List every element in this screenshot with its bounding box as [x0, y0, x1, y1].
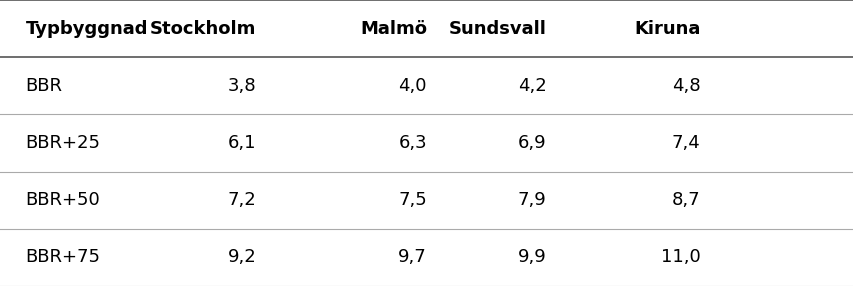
Text: 4,2: 4,2: [517, 77, 546, 95]
Text: BBR+25: BBR+25: [26, 134, 101, 152]
Text: 7,2: 7,2: [227, 191, 256, 209]
Text: 9,7: 9,7: [397, 249, 426, 266]
Text: 11,0: 11,0: [659, 249, 699, 266]
Text: 4,0: 4,0: [398, 77, 426, 95]
Text: Malmö: Malmö: [360, 20, 426, 37]
Text: BBR+75: BBR+75: [26, 249, 101, 266]
Text: 7,5: 7,5: [397, 191, 426, 209]
Text: BBR: BBR: [26, 77, 62, 95]
Text: 4,8: 4,8: [670, 77, 699, 95]
Text: Stockholm: Stockholm: [149, 20, 256, 37]
Text: 8,7: 8,7: [670, 191, 699, 209]
Text: Kiruna: Kiruna: [633, 20, 699, 37]
Text: 6,1: 6,1: [228, 134, 256, 152]
Text: 6,3: 6,3: [397, 134, 426, 152]
Text: BBR+50: BBR+50: [26, 191, 101, 209]
Text: 6,9: 6,9: [517, 134, 546, 152]
Text: 3,8: 3,8: [227, 77, 256, 95]
Text: Sundsvall: Sundsvall: [448, 20, 546, 37]
Text: 9,2: 9,2: [227, 249, 256, 266]
Text: Typbyggnad: Typbyggnad: [26, 20, 148, 37]
Text: 7,4: 7,4: [670, 134, 699, 152]
Text: 7,9: 7,9: [517, 191, 546, 209]
Text: 9,9: 9,9: [517, 249, 546, 266]
